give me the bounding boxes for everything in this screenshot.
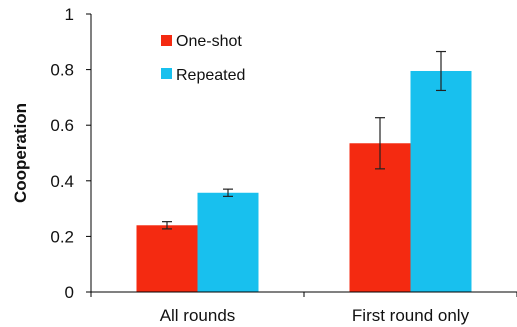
legend-swatch-repeated	[161, 68, 172, 79]
y-axis: 0 0.2 0.4 0.6 0.8 1	[50, 5, 92, 302]
x-category-label: All rounds	[160, 306, 236, 325]
x-category-label: First round only	[352, 306, 470, 325]
bar-repeated-0	[197, 192, 259, 292]
y-axis-label: Cooperation	[11, 103, 30, 203]
y-tick-label: 0.6	[50, 116, 74, 135]
legend: One-shot Repeated	[161, 33, 245, 84]
legend-swatch-one-shot	[161, 35, 172, 46]
x-axis: All rounds First round only	[90, 291, 517, 325]
y-tick-label: 1	[65, 5, 74, 24]
bar-one-shot-0	[136, 225, 198, 292]
bar-repeated-1	[410, 70, 472, 293]
legend-label-repeated: Repeated	[176, 67, 245, 84]
y-tick-label: 0	[65, 283, 74, 302]
y-tick-label: 0.8	[50, 61, 74, 80]
legend-label-one-shot: One-shot	[176, 33, 242, 50]
y-tick-label: 0.4	[50, 172, 74, 191]
error-bars-group	[162, 50, 446, 230]
y-tick-label: 0.2	[50, 227, 74, 246]
bars-group	[136, 70, 472, 293]
